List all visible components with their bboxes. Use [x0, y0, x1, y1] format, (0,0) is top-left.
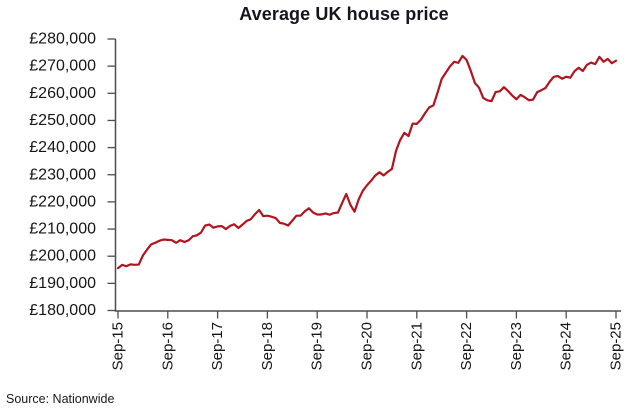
y-tick-label: £230,000: [29, 166, 96, 183]
x-tick-label: Sep-18: [259, 322, 276, 370]
x-tick-label: Sep-16: [159, 322, 176, 370]
x-tick-label: Sep-24: [558, 322, 575, 370]
y-tick-label: £210,000: [29, 221, 96, 238]
x-tick-label: Sep-15: [110, 322, 127, 370]
x-tick-label: Sep-17: [209, 322, 226, 370]
y-tick-label: £270,000: [29, 58, 96, 75]
x-tick-label: Sep-23: [508, 322, 525, 370]
source-note: Source: Nationwide: [6, 392, 115, 406]
y-tick-label: £180,000: [29, 302, 96, 319]
chart-title: Average UK house price: [239, 4, 449, 24]
price-line: [116, 54, 618, 270]
x-tick-label: Sep-20: [359, 322, 376, 370]
x-tick-label: Sep-25: [608, 322, 625, 370]
y-tick-label: £190,000: [29, 275, 96, 292]
y-tick-label: £250,000: [29, 112, 96, 129]
y-tick-label: £240,000: [29, 139, 96, 156]
x-tick-label: Sep-22: [458, 322, 475, 370]
y-tick-label: £220,000: [29, 193, 96, 210]
y-tick-label: £200,000: [29, 248, 96, 265]
y-tick-label: £260,000: [29, 85, 96, 102]
y-tick-label: £280,000: [29, 31, 96, 48]
x-tick-label: Sep-19: [309, 322, 326, 370]
x-tick-label: Sep-21: [408, 322, 425, 370]
